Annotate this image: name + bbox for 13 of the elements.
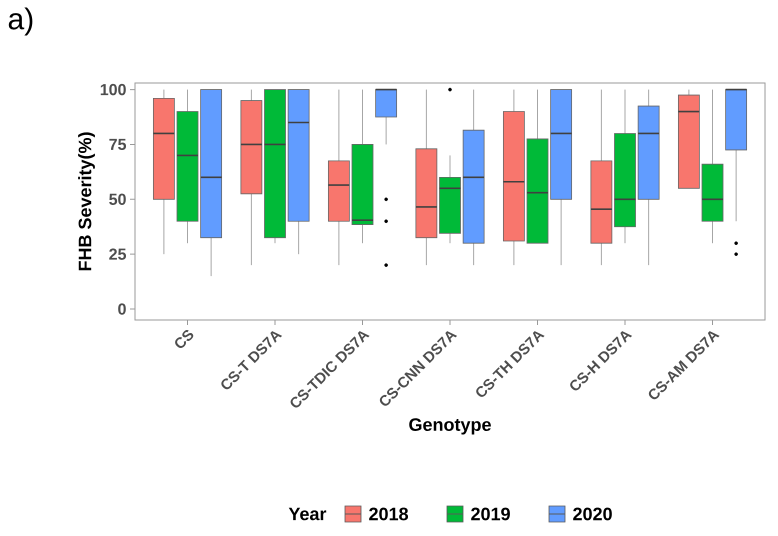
- x-axis-title: Genotype: [409, 418, 491, 435]
- legend-label: 2019: [471, 508, 510, 520]
- y-tick-label: 100: [100, 84, 126, 96]
- x-tick-label: CS: [175, 330, 194, 348]
- legend-label: 2020: [573, 508, 612, 520]
- text: a): [8, 8, 32, 36]
- legend-label: 2018: [369, 508, 408, 520]
- y-tick-label: 50: [109, 194, 126, 205]
- y-axis-title: FHB Severity(%): [78, 132, 95, 270]
- y-tick-label: 25: [109, 248, 126, 260]
- legend-title: Year: [288, 508, 326, 520]
- y-tick-label: 0: [118, 303, 126, 315]
- y-tick-label: 75: [109, 138, 126, 150]
